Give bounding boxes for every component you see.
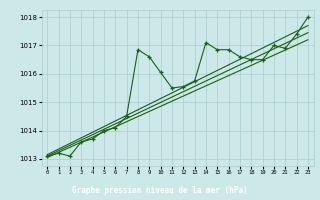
Text: Graphe pression niveau de la mer (hPa): Graphe pression niveau de la mer (hPa) [72,186,248,195]
